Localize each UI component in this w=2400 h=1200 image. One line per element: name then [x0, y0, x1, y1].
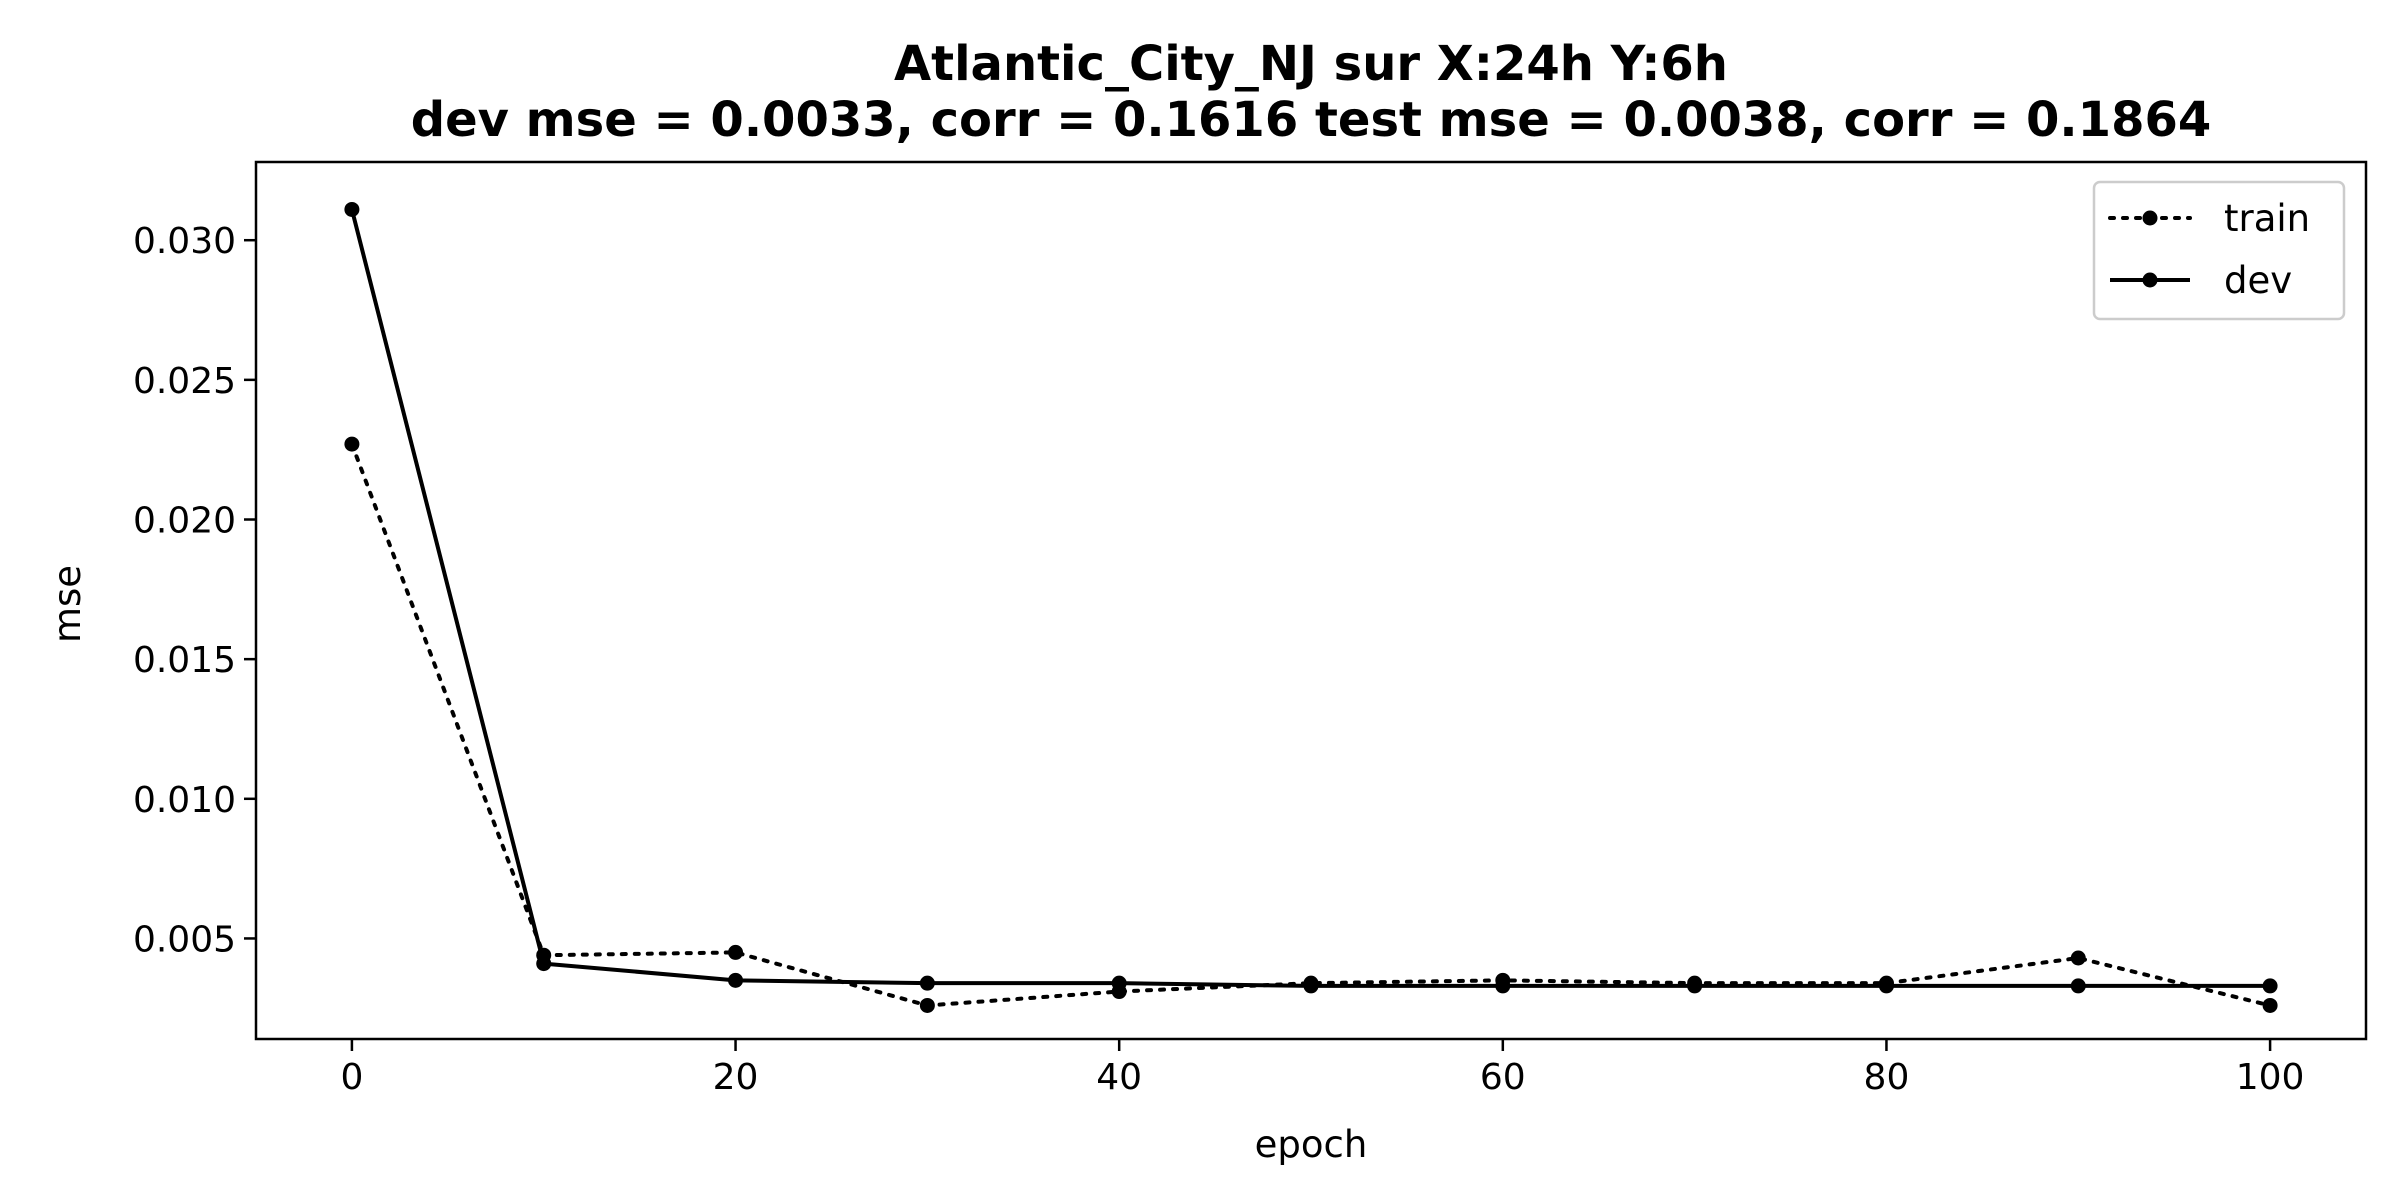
y-tick-label: 0.010: [133, 780, 236, 821]
series-line-train: [349, 442, 2273, 1008]
legend-label-train: train: [2224, 197, 2310, 240]
x-tick-label: 100: [2236, 1057, 2305, 1098]
x-tick-label: 60: [1480, 1057, 1526, 1098]
data-point-dev: [919, 975, 935, 991]
y-axis: 0.005 0.010 0.015 0.020 0.025 0.030: [133, 221, 256, 960]
y-tick-label: 0.005: [133, 919, 236, 960]
legend-marker-train: [2142, 210, 2158, 226]
legend-label-dev: dev: [2224, 259, 2292, 302]
x-tick-label: 80: [1864, 1057, 1910, 1098]
data-point-dev: [1303, 978, 1319, 994]
y-tick-label: 0.020: [133, 501, 236, 542]
plot-area: [344, 201, 2278, 1013]
y-tick-label: 0.030: [133, 221, 236, 262]
data-point-dev: [2262, 978, 2278, 994]
chart-subtitle: dev mse = 0.0033, corr = 0.1616 test mse…: [411, 92, 2212, 148]
data-point-dev: [536, 956, 552, 972]
data-point-train: [2070, 950, 2086, 966]
legend: train dev: [2092, 180, 2346, 321]
data-point-train: [919, 997, 935, 1013]
x-tick-label: 20: [713, 1057, 759, 1098]
legend-marker-dev: [2142, 272, 2158, 288]
data-point-dev: [2070, 978, 2086, 994]
y-tick-label: 0.015: [133, 640, 236, 681]
data-point-dev: [344, 201, 360, 217]
data-point-dev: [1495, 978, 1511, 994]
chart-title: Atlantic_City_NJ sur X:24h Y:6h: [894, 36, 1728, 92]
data-point-train: [2262, 997, 2278, 1013]
axes-frame: [254, 160, 2368, 1041]
data-point-dev: [728, 972, 744, 988]
data-point-dev: [1687, 978, 1703, 994]
data-point-train: [344, 436, 360, 452]
y-tick-label: 0.025: [133, 361, 236, 402]
series-line-dev: [349, 208, 2271, 988]
data-point-dev: [1111, 975, 1127, 991]
data-point-train: [728, 944, 744, 960]
y-axis-label: mse: [46, 565, 89, 643]
x-tick-label: 0: [340, 1057, 363, 1098]
x-axis: 0 20 40 60 80 100: [340, 1039, 2304, 1098]
x-axis-label: epoch: [1255, 1123, 1368, 1166]
x-tick-label: 40: [1096, 1057, 1142, 1098]
data-point-dev: [1878, 978, 1894, 994]
